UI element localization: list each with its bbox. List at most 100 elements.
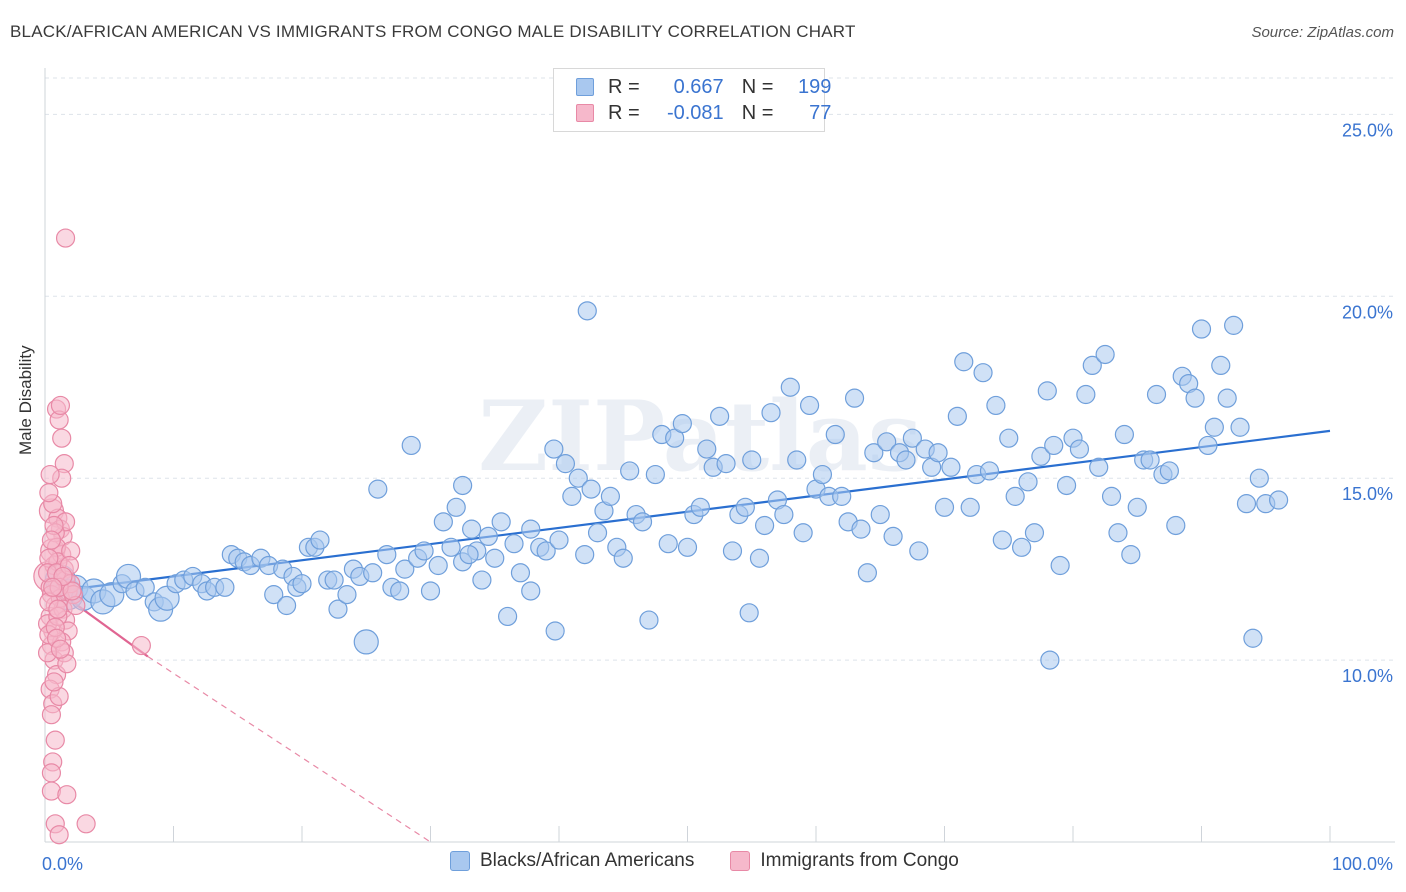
point-blacks: [1108, 523, 1128, 543]
point-blacks: [549, 530, 569, 550]
point-blacks: [1056, 475, 1077, 496]
point-blacks: [793, 523, 813, 543]
point-blacks: [960, 497, 980, 517]
r-label: R =: [608, 101, 640, 124]
point-blacks: [877, 432, 897, 452]
n-label: N =: [741, 101, 774, 124]
point-blacks: [441, 537, 461, 557]
point-blacks: [677, 537, 698, 557]
point-blacks: [716, 454, 736, 474]
point-blacks: [909, 541, 929, 561]
y-tick-label: 15.0%: [1342, 484, 1393, 504]
point-blacks: [510, 563, 531, 583]
trend-extension-congo: [147, 655, 431, 843]
point-blacks: [1069, 439, 1090, 459]
point-blacks: [395, 559, 415, 579]
point-blacks: [754, 515, 775, 536]
point-blacks: [780, 377, 800, 397]
chart-title: BLACK/AFRICAN AMERICAN VS IMMIGRANTS FRO…: [10, 22, 856, 41]
point-blacks: [1005, 486, 1025, 506]
point-blacks: [902, 428, 922, 448]
y-axis-label: Male Disability: [16, 345, 35, 455]
point-blacks: [1095, 344, 1115, 365]
point-blacks: [1011, 537, 1032, 557]
point-blacks: [999, 428, 1019, 448]
point-blacks: [774, 504, 794, 525]
point-blacks: [832, 486, 852, 506]
point-congo: [131, 635, 151, 656]
legend-item-blacks[interactable]: Blacks/African Americans: [450, 850, 694, 872]
point-blacks: [941, 457, 961, 477]
point-blacks: [1236, 494, 1257, 514]
point-blacks: [1114, 424, 1135, 445]
point-blacks: [1191, 319, 1212, 339]
legend-swatch-blue: [576, 78, 594, 96]
point-blacks: [645, 464, 665, 485]
point-blacks: [1249, 468, 1269, 488]
point-blacks: [1146, 384, 1167, 405]
point-blacks: [710, 406, 730, 426]
legend-item-congo[interactable]: Immigrants from Congo: [730, 850, 959, 872]
point-blacks: [1037, 381, 1057, 401]
point-blacks: [521, 519, 541, 539]
point-blacks: [864, 443, 884, 463]
point-congo: [48, 599, 68, 619]
point-blacks: [697, 439, 717, 459]
point-blacks: [600, 486, 621, 506]
point-congo: [39, 483, 59, 503]
point-blacks: [1268, 490, 1289, 510]
point-blacks: [390, 581, 410, 601]
point-blacks: [857, 563, 878, 583]
point-blacks: [1121, 544, 1141, 565]
point-blacks: [986, 395, 1006, 416]
point-blacks: [459, 544, 479, 565]
point-blacks: [353, 629, 379, 655]
point-blacks: [1050, 555, 1070, 576]
point-congo: [55, 228, 76, 248]
point-blacks: [1230, 417, 1250, 437]
point-blacks: [1024, 523, 1045, 543]
point-blacks: [620, 461, 640, 481]
x-tick-label-max: 100.0%: [1332, 854, 1393, 874]
point-blacks: [328, 599, 348, 619]
point-blacks: [672, 414, 692, 434]
point-blacks: [568, 468, 588, 488]
point-blacks: [632, 512, 653, 532]
point-blacks: [575, 544, 595, 565]
point-blacks: [973, 363, 993, 383]
point-blacks: [498, 606, 518, 627]
point-congo: [43, 577, 63, 597]
point-congo: [49, 825, 69, 845]
point-blacks: [1204, 417, 1224, 437]
n-value-blacks: 199: [798, 75, 832, 98]
point-blacks: [812, 464, 833, 485]
point-blacks: [896, 450, 916, 470]
point-congo: [52, 428, 72, 448]
point-blacks: [883, 526, 903, 547]
point-blacks: [292, 574, 312, 594]
point-blacks: [1089, 457, 1109, 477]
point-blacks: [310, 530, 330, 550]
point-congo: [41, 705, 62, 725]
point-blacks: [928, 443, 948, 463]
point-blacks: [1076, 384, 1096, 405]
point-blacks: [639, 610, 659, 630]
source-attribution: Source: ZipAtlas.com: [1251, 24, 1394, 41]
point-blacks: [428, 555, 448, 576]
point-blacks: [504, 534, 524, 554]
point-blacks: [485, 548, 505, 568]
series-legend: Blacks/African Americans Immigrants from…: [450, 850, 995, 872]
point-blacks: [337, 585, 357, 605]
point-blacks: [453, 475, 473, 496]
n-value-congo: 77: [809, 101, 832, 124]
point-blacks: [1101, 486, 1122, 506]
point-blacks: [787, 450, 807, 470]
legend-label-blacks: Blacks/African Americans: [480, 850, 695, 871]
point-blacks: [722, 541, 743, 561]
point-blacks: [264, 585, 284, 605]
point-congo: [76, 814, 96, 834]
point-blacks: [934, 497, 955, 517]
y-tick-label: 25.0%: [1342, 120, 1393, 140]
point-blacks: [1198, 435, 1218, 456]
